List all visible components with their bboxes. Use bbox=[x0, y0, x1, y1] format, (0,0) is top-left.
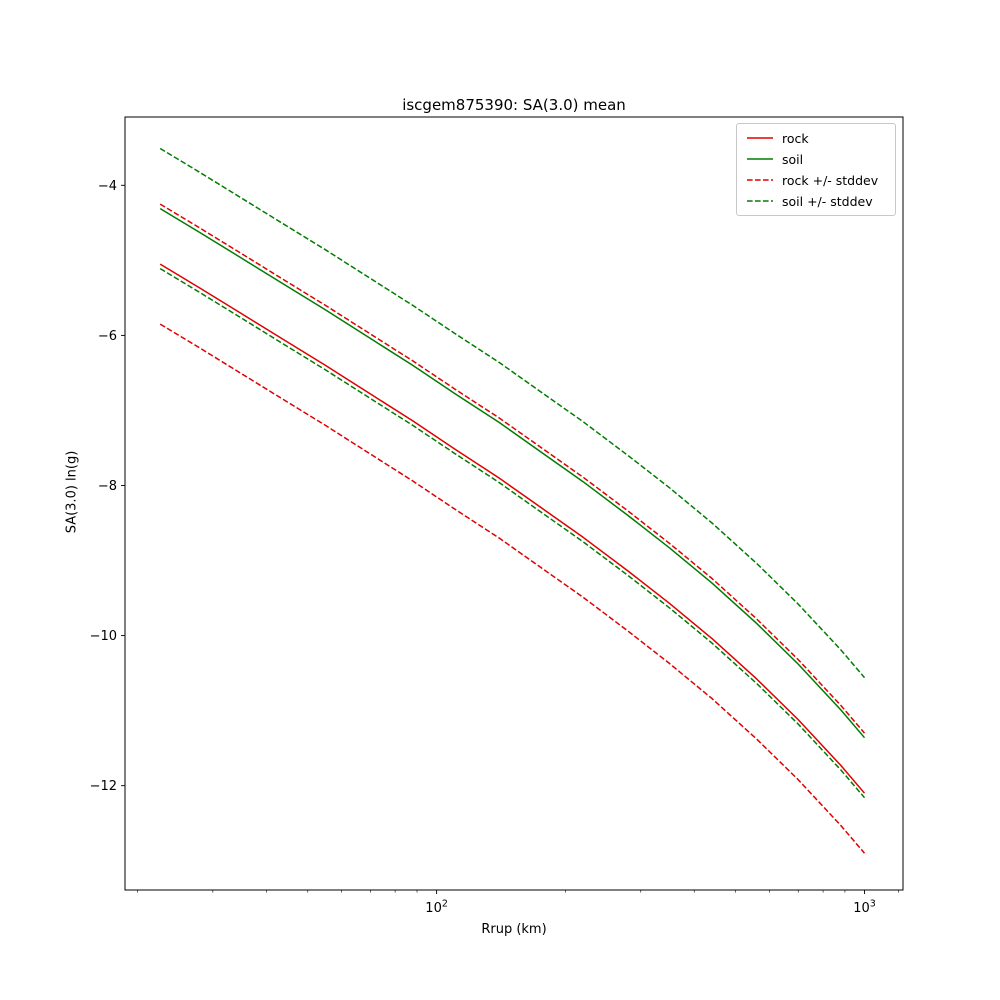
legend-entry: rock bbox=[745, 130, 887, 146]
legend-line-sample bbox=[747, 179, 773, 181]
y-tick-label: −4 bbox=[98, 179, 117, 194]
series-line-soil bbox=[159, 207, 866, 739]
legend-label: soil bbox=[782, 151, 804, 167]
legend-line-sample bbox=[747, 137, 773, 139]
legend-entry: soil +/- stddev bbox=[745, 193, 887, 209]
y-axis-label: SA(3.0) ln(g) bbox=[64, 450, 80, 534]
x-tick-label: 102 bbox=[425, 899, 448, 917]
x-axis-label: Rrup (km) bbox=[481, 922, 547, 937]
legend-entry: soil bbox=[745, 151, 887, 167]
series-line-soil-stddev bbox=[159, 147, 866, 679]
legend-entry: rock +/- stddev bbox=[745, 172, 887, 188]
series-line-rock bbox=[159, 263, 866, 794]
series-line-soil-stddev bbox=[159, 267, 866, 799]
legend-label: soil +/- stddev bbox=[782, 193, 873, 209]
legend-label: rock +/- stddev bbox=[782, 172, 879, 188]
series-line-rock-stddev bbox=[159, 323, 866, 854]
chart-title: iscgem875390: SA(3.0) mean bbox=[402, 96, 626, 114]
legend-label: rock bbox=[782, 130, 809, 146]
y-tick-label: −6 bbox=[98, 329, 117, 344]
legend: rock soil rock +/- stddev soil +/- stddev bbox=[736, 123, 896, 216]
series-line-rock-stddev bbox=[159, 203, 866, 734]
x-tick-label: 103 bbox=[853, 899, 876, 917]
plot-border bbox=[124, 116, 904, 891]
legend-line-sample bbox=[747, 158, 773, 160]
y-tick-label: −12 bbox=[90, 779, 117, 794]
y-tick-label: −8 bbox=[98, 479, 117, 494]
legend-line-sample bbox=[747, 200, 773, 202]
y-tick-label: −10 bbox=[90, 629, 117, 644]
